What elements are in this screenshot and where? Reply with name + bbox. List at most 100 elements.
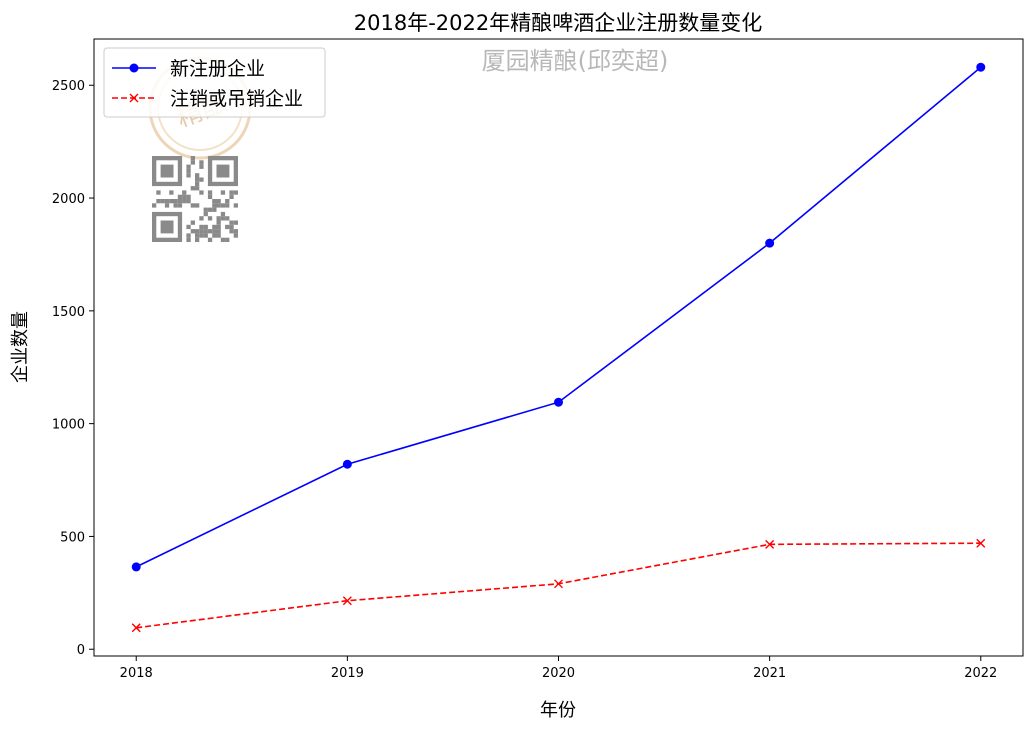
qr-module [190, 186, 195, 191]
qr-module [177, 203, 183, 208]
data-point [765, 539, 775, 549]
qr-module [207, 237, 213, 242]
qr-module [160, 199, 165, 204]
legend-marker [129, 63, 139, 73]
qr-module [220, 203, 226, 208]
qr-module [229, 194, 234, 199]
series-1 [131, 538, 986, 633]
qr-module [199, 190, 204, 195]
data-point [342, 459, 352, 469]
qr-module [207, 216, 213, 221]
qr-module [212, 207, 217, 212]
qr-module [212, 224, 217, 230]
qr-module [173, 203, 178, 208]
qr-module [229, 220, 234, 225]
qr-module [233, 229, 238, 234]
qr-module [195, 181, 200, 187]
x-tick-label: 2018 [120, 666, 153, 681]
x-tick-label: 2022 [964, 666, 997, 681]
legend-box [103, 47, 326, 118]
data-point [554, 579, 563, 589]
qr-module [203, 207, 208, 212]
qr-module [216, 199, 221, 204]
axes: 0 500 1000 1500 2000 2500 2018 2019 2020 2021 2022 [52, 79, 997, 681]
y-tick-label: 1500 [52, 305, 85, 320]
legend-marker [129, 93, 139, 103]
x-tick-label: 2020 [542, 666, 575, 681]
qr-finder-core [216, 164, 230, 178]
qr-module [207, 190, 213, 195]
legend-label: 新注册企业 [170, 58, 265, 80]
qr-module [216, 233, 221, 238]
qr-module [216, 216, 221, 221]
qr-module [199, 216, 204, 221]
qr-module [169, 190, 174, 195]
y-tick-label: 2000 [52, 192, 85, 207]
y-axis-label: 企业数量 [10, 311, 31, 383]
data-point [131, 562, 141, 572]
qr-module [225, 199, 230, 204]
qr-module [186, 233, 191, 238]
qr-module [186, 199, 191, 204]
qr-module [220, 211, 226, 217]
qr-module [212, 203, 217, 208]
qr-module [216, 203, 221, 208]
qr-finder-core [160, 220, 174, 234]
x-tick-label: 2021 [753, 666, 786, 681]
legend-label: 注销或吊销企业 [170, 88, 303, 110]
qr-module [229, 224, 234, 230]
data-point [976, 538, 986, 548]
qr-module [199, 164, 204, 169]
x-tick-label: 2019 [331, 666, 364, 681]
qr-module [182, 190, 187, 195]
qr-module [225, 224, 230, 230]
y-tick-label: 2500 [52, 79, 85, 94]
qr-module [186, 237, 191, 242]
qr-module [190, 229, 195, 234]
qr-module [186, 194, 191, 199]
qr-module [207, 207, 213, 212]
qr-module [207, 229, 213, 234]
qr-module [233, 190, 238, 195]
qr-module [186, 168, 191, 174]
plot-area [93, 38, 1024, 657]
qr-module [233, 233, 238, 238]
chart-title: 2018年-2022年精酿啤酒企业注册数量变化 [354, 11, 762, 35]
qr-module [229, 190, 234, 195]
data-point [554, 397, 563, 407]
series-layer [131, 62, 986, 633]
qr-module [199, 224, 204, 230]
qr-module [199, 229, 204, 234]
qr-module [225, 203, 230, 208]
y-tick-label: 500 [60, 530, 85, 545]
series-0 [131, 62, 986, 572]
qr-module [199, 160, 204, 165]
data-point [976, 62, 986, 72]
data-point [342, 596, 352, 606]
y-tick-label: 0 [77, 643, 85, 658]
qr-module [207, 194, 213, 199]
qr-module [156, 199, 161, 204]
qr-module [186, 164, 191, 169]
qr-module [216, 224, 221, 230]
qr-module [203, 211, 208, 217]
qr-module [186, 224, 191, 230]
qr-module [182, 194, 187, 199]
qr-code-icon [152, 156, 238, 242]
qr-finder-core [160, 164, 174, 178]
qr-module [225, 216, 230, 221]
qr-module [169, 199, 174, 204]
qr-module [225, 237, 230, 242]
qr-module [220, 237, 226, 242]
qr-module [203, 224, 208, 230]
data-point [765, 238, 775, 248]
y-tick-label: 1000 [52, 418, 85, 433]
qr-module [220, 190, 226, 195]
qr-module [212, 229, 217, 234]
qr-module [199, 233, 204, 238]
qr-module [195, 186, 200, 191]
qr-module [203, 229, 208, 234]
qr-module [195, 203, 200, 208]
qr-module [203, 233, 208, 238]
qr-module [156, 190, 161, 195]
